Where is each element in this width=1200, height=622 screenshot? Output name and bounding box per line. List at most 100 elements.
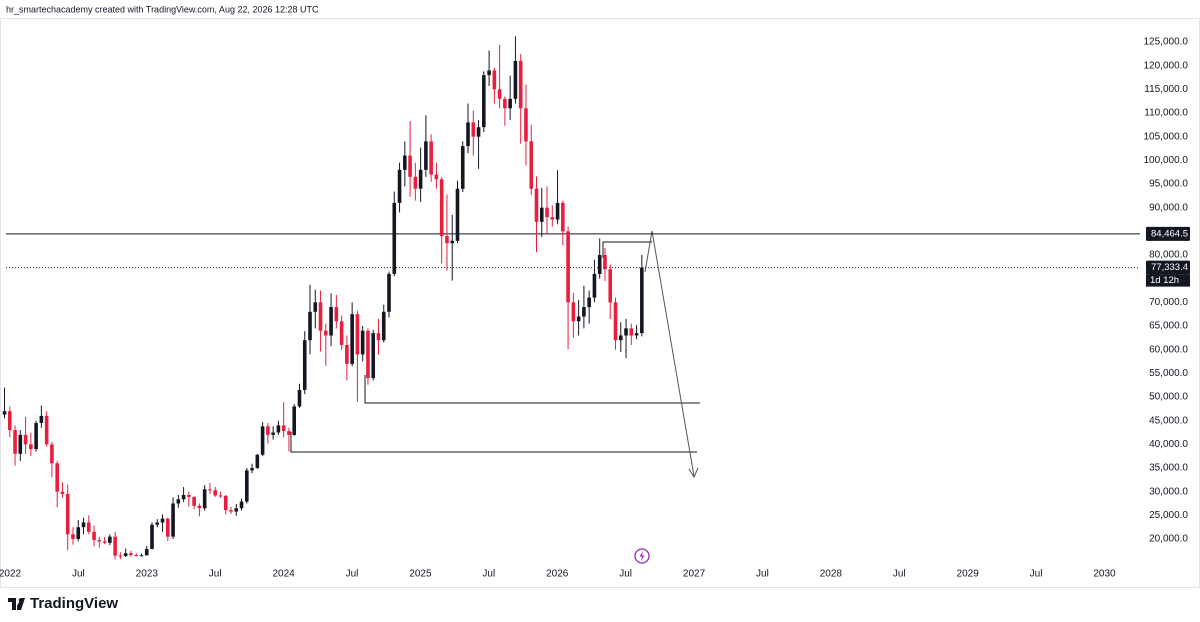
x-tick-label: 2026 <box>546 569 569 580</box>
candle-body <box>108 536 112 543</box>
x-tick-label: Jul <box>756 569 769 580</box>
candle-body <box>587 297 591 308</box>
candle-body <box>76 527 81 540</box>
candle-body <box>197 505 202 509</box>
event-bolt[interactable] <box>639 551 645 561</box>
candle-body <box>13 430 17 454</box>
y-tick-label: 115,000.0 <box>1144 84 1188 95</box>
y-tick-label: 30,000.0 <box>1149 486 1188 497</box>
y-tick-label: 25,000.0 <box>1149 510 1188 521</box>
candle-body <box>324 330 328 336</box>
y-tick-label: 60,000.0 <box>1149 344 1188 355</box>
x-tick-label: Jul <box>619 569 632 580</box>
x-tick-label: 2023 <box>136 569 159 580</box>
x-tick-label: 2022 <box>0 569 22 580</box>
candle-body <box>260 426 265 455</box>
candle-body <box>492 70 497 90</box>
candle-body <box>134 555 138 557</box>
candle-body <box>97 539 102 542</box>
candle-body <box>608 269 613 303</box>
candle-body <box>518 60 523 109</box>
candle-body <box>397 169 402 203</box>
y-tick-label: 45,000.0 <box>1149 415 1188 426</box>
candle-body <box>513 60 518 99</box>
candle-body <box>18 434 23 454</box>
arrow-head <box>688 467 699 479</box>
candle-body <box>555 202 560 220</box>
candle-body <box>297 389 302 407</box>
x-tick-label: 2025 <box>409 569 432 580</box>
x-tick-label: Jul <box>893 569 906 580</box>
candle-body <box>171 503 175 537</box>
candle-body <box>313 302 318 312</box>
y-tick-label: 80,000.0 <box>1149 250 1188 261</box>
candle-body <box>482 75 486 128</box>
candle-body <box>624 328 628 336</box>
y-tick-label: 120,000.0 <box>1144 60 1189 71</box>
x-tick-label: Jul <box>346 569 359 580</box>
candle-body <box>613 302 618 341</box>
candle-body <box>487 70 491 76</box>
support-line <box>290 432 697 453</box>
candle-body <box>60 491 65 495</box>
horizontal-line-label: 84,464.5 <box>1151 228 1188 239</box>
candle-body <box>471 122 476 137</box>
candle-body <box>424 141 428 170</box>
candle-body <box>445 236 449 244</box>
candle-body <box>455 188 460 241</box>
candle-body <box>597 254 602 274</box>
projection-arrow <box>644 230 695 477</box>
last-price-countdown-box <box>1146 274 1190 287</box>
candle-body <box>392 202 397 274</box>
candle-body <box>139 555 144 557</box>
candle-body <box>92 531 96 540</box>
candle-body <box>29 444 33 450</box>
candle-body <box>497 89 502 99</box>
horizontal-line-box <box>1146 226 1190 241</box>
candle-body <box>2 411 7 415</box>
logo-dot <box>18 598 23 602</box>
y-tick-label: 50,000.0 <box>1149 392 1188 403</box>
resistance-line <box>602 241 652 258</box>
candle-body <box>181 494 186 500</box>
event-icon[interactable] <box>634 548 650 564</box>
candle-body <box>50 444 54 464</box>
candle-body <box>629 328 634 336</box>
y-tick-label: 55,000.0 <box>1149 368 1188 379</box>
y-tick-label: 40,000.0 <box>1149 439 1188 450</box>
x-tick-label: 2029 <box>957 569 980 580</box>
candles <box>2 36 644 560</box>
candle-body <box>34 423 38 450</box>
candle-body <box>334 307 339 322</box>
candle-body <box>55 463 59 492</box>
candle-body <box>23 434 28 445</box>
candle-body <box>413 176 418 189</box>
candle-body <box>192 496 196 506</box>
x-tick-label: Jul <box>72 569 85 580</box>
y-tick-label: 70,000.0 <box>1149 297 1188 308</box>
y-tick-label: 90,000.0 <box>1149 202 1188 213</box>
candle-body <box>371 333 376 379</box>
candle-body <box>229 510 233 512</box>
candle-body <box>566 231 570 303</box>
support-line <box>364 375 700 404</box>
candle-body <box>113 536 117 556</box>
candle-body <box>71 534 75 540</box>
candle-body <box>508 98 512 109</box>
candle-body <box>576 316 581 322</box>
candle-body <box>466 122 470 147</box>
candle-body <box>102 541 107 543</box>
x-tick-label: 2024 <box>272 569 295 580</box>
candle-body <box>439 179 444 237</box>
candle-body <box>81 522 86 528</box>
candle-body <box>292 406 297 435</box>
candle-body <box>418 169 423 189</box>
candle-body <box>129 553 133 556</box>
candle-body <box>7 411 12 431</box>
last-price-label: 77,333.4 <box>1151 262 1188 273</box>
candle-body <box>561 202 565 232</box>
y-tick-label: 105,000.0 <box>1144 131 1189 142</box>
x-tick-label: 2027 <box>683 569 706 580</box>
candle-body <box>329 307 333 336</box>
